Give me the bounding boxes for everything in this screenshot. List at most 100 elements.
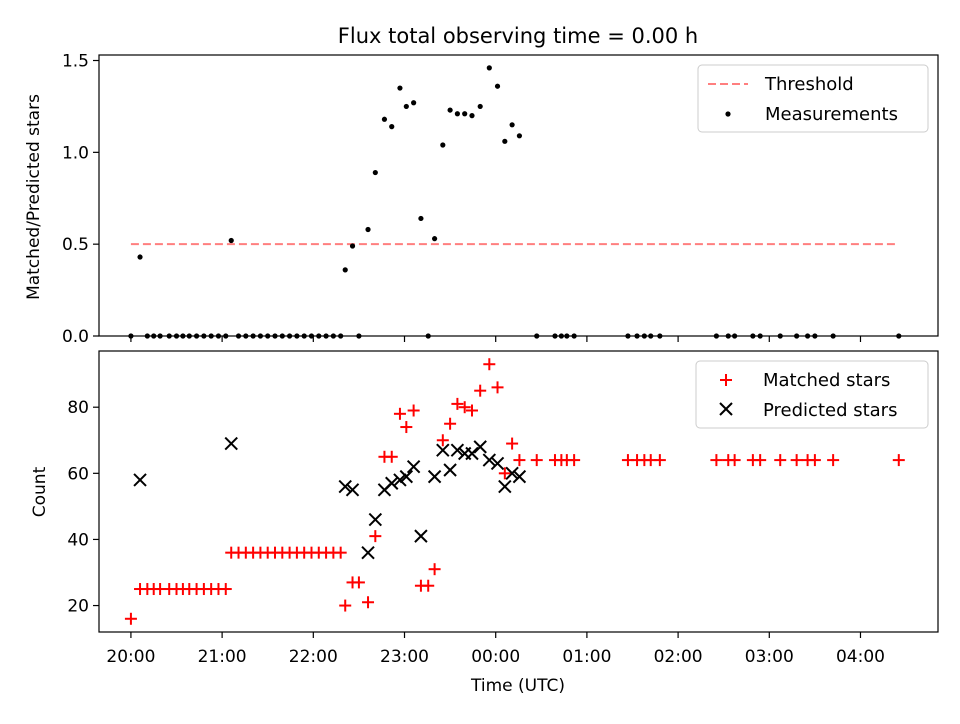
- matched-star-point: [451, 397, 464, 410]
- matched-star-point: [444, 417, 457, 430]
- predicted-star-point: [361, 545, 375, 560]
- measurement-point: [486, 65, 492, 71]
- predicted-star-point: [345, 483, 360, 497]
- legend-measurements-label: Measurements: [765, 104, 898, 125]
- bottom-x-tick-label: 20:00: [106, 647, 155, 667]
- bottom-y-tick-label: 20: [67, 597, 89, 617]
- bottom-x-tick-label: 22:00: [289, 647, 338, 667]
- predicted-star-point: [133, 473, 147, 487]
- matched-star-point: [498, 467, 511, 480]
- matched-star-point: [808, 454, 821, 467]
- top-axes-frame: [98, 54, 939, 337]
- chart-title: Flux total observing time = 0.00 h: [338, 24, 698, 48]
- bottom-x-ticks: 20:00 21:00 22:00 23:00 00:00 01:00 02:00 03:00…: [106, 632, 885, 667]
- predicted-star-point: [224, 436, 238, 451]
- bottom-y-axis-label: Count: [30, 466, 50, 517]
- measurement-point: [365, 226, 371, 233]
- legend-matched-label: Matched stars: [763, 370, 890, 391]
- predicted-stars-layer: [133, 436, 527, 560]
- top-legend: Threshold Measurements: [697, 64, 929, 133]
- matched-star-point: [219, 583, 232, 596]
- measurement-point: [342, 267, 348, 273]
- predicted-star-point: [490, 456, 505, 471]
- matched-star-point: [474, 384, 487, 397]
- matched-star-point: [385, 450, 398, 463]
- bottom-legend: Matched stars Predicted stars: [695, 360, 929, 429]
- matched-star-point: [491, 381, 504, 394]
- measurement-point: [403, 103, 409, 110]
- top-y-tick-label: 1.0: [62, 143, 89, 163]
- measurement-point: [469, 113, 475, 119]
- bottom-y-tick-label: 60: [67, 464, 89, 484]
- predicted-star-point: [368, 512, 383, 527]
- matched-star-point: [754, 454, 767, 467]
- predicted-star-point: [414, 529, 428, 543]
- matched-star-point: [483, 358, 496, 371]
- measurement-point: [509, 122, 515, 128]
- bottom-x-tick-label: 01:00: [562, 647, 611, 667]
- matched-star-point: [892, 454, 905, 467]
- predicted-star-point: [512, 469, 527, 484]
- matched-star-point: [513, 454, 526, 467]
- legend-matched-swatch: [720, 374, 732, 386]
- matched-star-point: [458, 401, 471, 414]
- measurement-point: [418, 215, 424, 222]
- bottom-x-tick-label: 02:00: [654, 647, 703, 667]
- top-legend-box: [697, 64, 929, 133]
- matched-star-point: [369, 530, 382, 543]
- measurement-point: [494, 83, 501, 89]
- matched-star-point: [393, 407, 406, 420]
- top-x-ticks: [130, 336, 862, 342]
- predicted-star-point: [505, 466, 519, 481]
- matched-star-point: [530, 454, 543, 467]
- predicted-star-point: [473, 440, 487, 454]
- measurement-point: [454, 111, 460, 117]
- predicted-star-point: [427, 469, 442, 484]
- predicted-star-point: [482, 453, 497, 467]
- measurement-point: [516, 133, 523, 139]
- matched-star-point: [400, 421, 413, 434]
- legend-measurements-swatch: [725, 111, 731, 117]
- predicted-star-point: [385, 476, 399, 490]
- matched-star-point: [568, 454, 581, 467]
- measurement-point: [381, 116, 388, 122]
- legend-predicted-swatch: [719, 402, 733, 416]
- matched-star-point: [422, 579, 435, 592]
- matched-star-point: [790, 454, 803, 467]
- measurement-point: [228, 237, 234, 244]
- matched-star-point: [339, 599, 352, 612]
- predicted-star-point: [443, 463, 457, 477]
- bottom-x-tick-label: 00:00: [471, 647, 520, 667]
- bottom-axes-frame: [98, 350, 939, 633]
- measurement-point: [432, 236, 438, 242]
- bottom-x-axis-label: Time (UTC): [470, 676, 565, 696]
- matched-star-point: [407, 404, 420, 417]
- matched-star-point: [728, 454, 741, 467]
- matched-star-point: [352, 576, 365, 589]
- measurement-point: [447, 107, 453, 113]
- measurement-point: [137, 254, 143, 260]
- matched-star-point: [436, 434, 449, 447]
- matched-star-point: [506, 437, 519, 450]
- top-y-axis-label: Matched/Predicted stars: [24, 94, 44, 300]
- matched-star-point: [124, 612, 137, 625]
- predicted-star-point: [338, 479, 352, 494]
- top-y-ticks: 0.0 0.5 1.0 1.5: [62, 52, 99, 347]
- matched-star-point: [710, 454, 723, 467]
- predicted-star-point: [436, 443, 450, 457]
- matched-star-point: [428, 563, 441, 576]
- bottom-y-tick-label: 80: [67, 398, 89, 418]
- legend-predicted-label: Predicted stars: [763, 400, 897, 421]
- measurement-point: [440, 142, 446, 148]
- bottom-legend-box: [695, 360, 929, 429]
- legend-threshold-label: Threshold: [764, 74, 854, 95]
- bottom-x-tick-label: 03:00: [745, 647, 794, 667]
- bottom-x-tick-label: 04:00: [836, 647, 885, 667]
- measurement-point: [502, 138, 508, 144]
- measurement-point: [389, 124, 395, 130]
- measurement-point: [477, 103, 483, 110]
- bottom-y-ticks: 20 40 60 80: [67, 398, 99, 617]
- measurement-point: [411, 100, 417, 106]
- top-axes: 0.0 0.5 1.0 1.5 Matched/Predicted stars Thr…: [24, 52, 939, 347]
